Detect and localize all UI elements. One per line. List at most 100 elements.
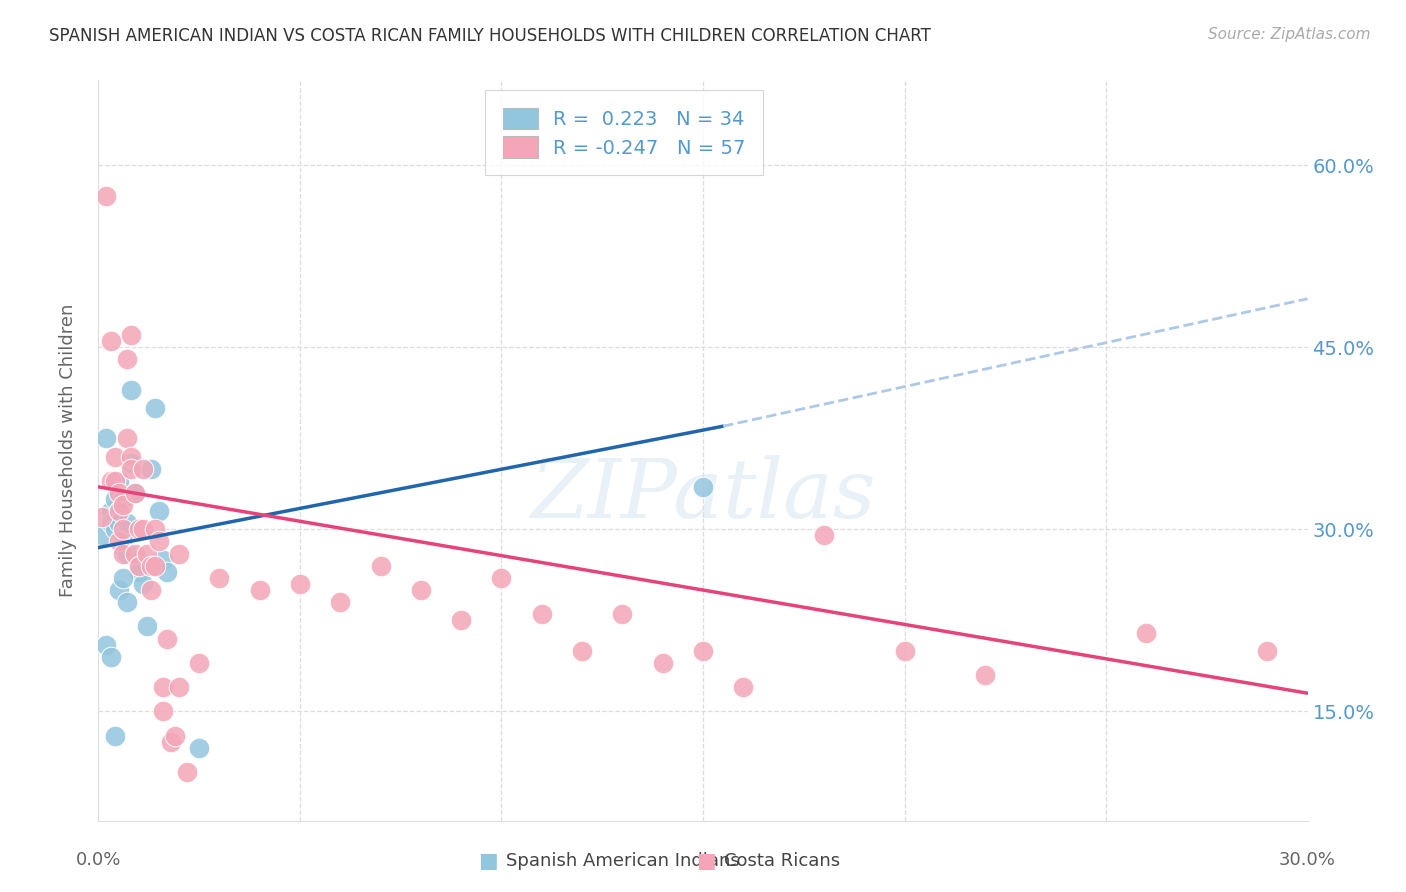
Point <box>91 510 114 524</box>
Point <box>103 491 125 506</box>
Point <box>132 577 155 591</box>
Point <box>135 619 157 633</box>
Point <box>152 552 174 566</box>
Point <box>143 558 166 573</box>
Point <box>167 547 190 561</box>
Point <box>176 765 198 780</box>
Point <box>139 461 162 475</box>
Point <box>107 582 129 597</box>
Point <box>103 522 125 536</box>
Point <box>111 498 134 512</box>
Point <box>329 595 352 609</box>
Point <box>103 474 125 488</box>
Point <box>128 522 150 536</box>
Point <box>450 613 472 627</box>
Point <box>208 571 231 585</box>
Point <box>143 522 166 536</box>
Point <box>96 638 118 652</box>
Point <box>128 565 150 579</box>
Point <box>115 516 138 531</box>
Point <box>135 547 157 561</box>
Point <box>692 644 714 658</box>
Point <box>124 486 146 500</box>
Text: ■: ■ <box>696 851 716 871</box>
Point <box>107 504 129 518</box>
Point <box>571 644 593 658</box>
Legend: R =  0.223   N = 34, R = -0.247   N = 57: R = 0.223 N = 34, R = -0.247 N = 57 <box>485 90 763 175</box>
Point <box>107 534 129 549</box>
Point <box>692 480 714 494</box>
Point <box>160 735 183 749</box>
Text: Source: ZipAtlas.com: Source: ZipAtlas.com <box>1208 27 1371 42</box>
Point <box>124 547 146 561</box>
Point <box>612 607 634 622</box>
Point <box>100 516 122 531</box>
Text: 0.0%: 0.0% <box>76 851 121 869</box>
Point <box>100 504 122 518</box>
Point <box>100 649 122 664</box>
Point <box>249 582 271 597</box>
Point <box>1256 644 1278 658</box>
Point <box>103 729 125 743</box>
Point <box>111 571 134 585</box>
Text: ZIPatlas: ZIPatlas <box>530 455 876 535</box>
Point <box>120 450 142 464</box>
Point <box>733 680 755 694</box>
Point <box>167 680 190 694</box>
Point <box>107 516 129 531</box>
Point <box>132 461 155 475</box>
Text: Costa Ricans: Costa Ricans <box>724 852 841 870</box>
Point <box>124 486 146 500</box>
Point <box>370 558 392 573</box>
Point <box>491 571 513 585</box>
Point <box>120 328 142 343</box>
Point <box>143 401 166 415</box>
Point <box>100 334 122 349</box>
Point <box>139 582 162 597</box>
Point <box>1135 625 1157 640</box>
Point <box>111 528 134 542</box>
Point <box>128 558 150 573</box>
Point <box>132 522 155 536</box>
Point <box>111 547 134 561</box>
Point <box>111 522 134 536</box>
Point <box>103 450 125 464</box>
Point <box>115 431 138 445</box>
Point <box>128 552 150 566</box>
Point <box>152 705 174 719</box>
Text: SPANISH AMERICAN INDIAN VS COSTA RICAN FAMILY HOUSEHOLDS WITH CHILDREN CORRELATI: SPANISH AMERICAN INDIAN VS COSTA RICAN F… <box>49 27 931 45</box>
Point <box>107 486 129 500</box>
Point <box>152 680 174 694</box>
Point <box>96 188 118 202</box>
Text: ■: ■ <box>478 851 498 871</box>
Point <box>96 431 118 445</box>
Point <box>188 740 211 755</box>
Point <box>107 504 129 518</box>
Point <box>111 491 134 506</box>
Point <box>139 558 162 573</box>
Text: Spanish American Indians: Spanish American Indians <box>506 852 740 870</box>
Y-axis label: Family Households with Children: Family Households with Children <box>59 304 77 597</box>
Point <box>651 656 673 670</box>
Point <box>530 607 553 622</box>
Text: 30.0%: 30.0% <box>1279 851 1336 869</box>
Point <box>188 656 211 670</box>
Point <box>120 456 142 470</box>
Point <box>120 383 142 397</box>
Point <box>893 644 915 658</box>
Point <box>107 474 129 488</box>
Point <box>91 528 114 542</box>
Point <box>115 352 138 367</box>
Point <box>813 528 835 542</box>
Point <box>120 461 142 475</box>
Point <box>288 577 311 591</box>
Point <box>409 582 432 597</box>
Point <box>148 534 170 549</box>
Point <box>115 595 138 609</box>
Point <box>115 547 138 561</box>
Point <box>156 632 179 646</box>
Point <box>156 565 179 579</box>
Point <box>148 504 170 518</box>
Point <box>974 668 997 682</box>
Point <box>100 474 122 488</box>
